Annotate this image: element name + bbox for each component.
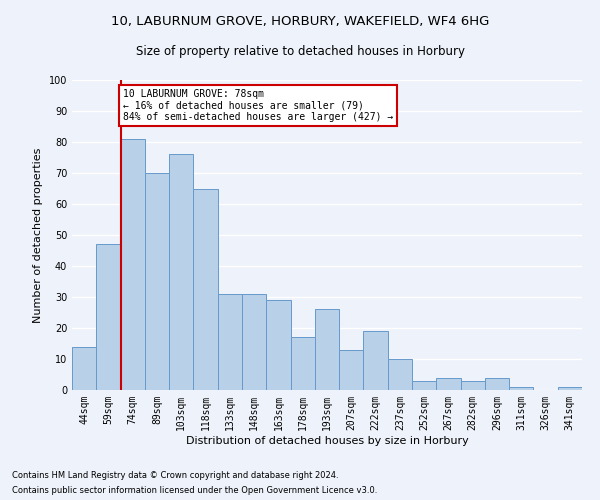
Bar (121, 139, 145, 390)
Text: Size of property relative to detached houses in Horbury: Size of property relative to detached ho… (136, 45, 464, 58)
Text: 10 LABURNUM GROVE: 78sqm
← 16% of detached houses are smaller (79)
84% of semi-d: 10 LABURNUM GROVE: 78sqm ← 16% of detach… (123, 90, 393, 122)
Bar (145, 173, 169, 390)
Bar (242, 294, 266, 390)
Bar (193, 188, 218, 390)
Bar (412, 380, 436, 390)
Bar (339, 350, 364, 390)
Bar (96, 244, 121, 390)
Bar (388, 359, 412, 390)
Bar (315, 310, 339, 390)
Bar (218, 294, 242, 390)
Bar (461, 380, 485, 390)
Bar (364, 331, 388, 390)
Text: 10, LABURNUM GROVE, HORBURY, WAKEFIELD, WF4 6HG: 10, LABURNUM GROVE, HORBURY, WAKEFIELD, … (111, 15, 489, 28)
Y-axis label: Number of detached properties: Number of detached properties (33, 148, 43, 322)
Text: Contains HM Land Registry data © Crown copyright and database right 2024.: Contains HM Land Registry data © Crown c… (12, 471, 338, 480)
Bar (169, 154, 193, 390)
Bar (72, 346, 96, 390)
Bar (558, 387, 582, 390)
Text: Contains public sector information licensed under the Open Government Licence v3: Contains public sector information licen… (12, 486, 377, 495)
X-axis label: Distribution of detached houses by size in Horbury: Distribution of detached houses by size … (185, 436, 469, 446)
Bar (509, 387, 533, 390)
Bar (485, 378, 509, 390)
Bar (290, 338, 315, 390)
Bar (436, 378, 461, 390)
Bar (266, 300, 290, 390)
